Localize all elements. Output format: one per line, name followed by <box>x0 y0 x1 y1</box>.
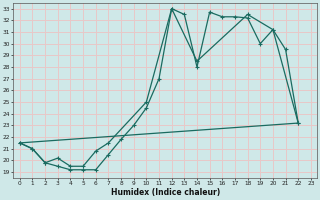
X-axis label: Humidex (Indice chaleur): Humidex (Indice chaleur) <box>111 188 220 197</box>
